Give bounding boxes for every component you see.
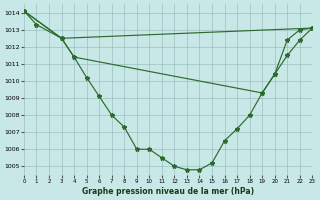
X-axis label: Graphe pression niveau de la mer (hPa): Graphe pression niveau de la mer (hPa) <box>82 187 254 196</box>
